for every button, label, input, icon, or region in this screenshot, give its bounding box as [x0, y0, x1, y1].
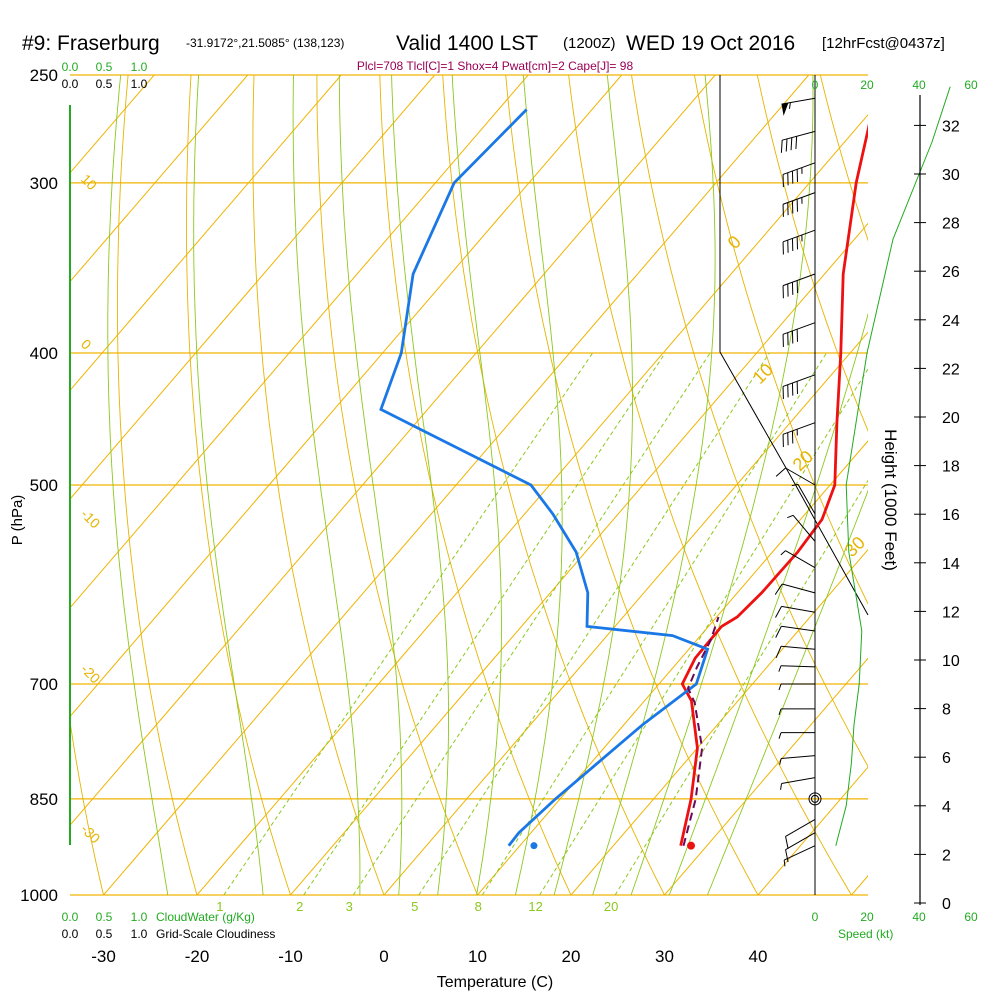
- pressure-tick-label: 250: [30, 66, 58, 85]
- temperature-tick-label: -20: [185, 947, 210, 966]
- speed-tick-top: 60: [964, 78, 978, 92]
- forecast-label: [12hrFcst@0437z]: [822, 35, 945, 52]
- mixing-ratio-label: 5: [411, 899, 418, 914]
- temperature-tick-label: 0: [379, 947, 388, 966]
- cloudiness-scale-bottom: 0.5: [96, 927, 113, 941]
- temperature-tick-label: 30: [655, 947, 674, 966]
- height-tick-label: 22: [942, 361, 960, 378]
- valid-time: Valid 1400 LST: [396, 32, 538, 55]
- sounding-indices: Plcl=708 Tlcl[C]=1 Shox=4 Pwat[cm]=2 Cap…: [357, 59, 634, 73]
- height-tick-label: 8: [942, 702, 951, 719]
- cloudiness-scale-top: 0.0: [62, 77, 79, 91]
- surface-temperature-dot: [687, 842, 695, 850]
- station-coords: -31.9172°,21.5085° (138,123): [186, 36, 344, 50]
- cloudwater-scale-top: 0.0: [62, 60, 79, 74]
- height-tick-label: 12: [942, 604, 960, 621]
- temperature-tick-label: -10: [278, 947, 303, 966]
- mixing-ratio-label: 20: [604, 899, 618, 914]
- height-tick-label: 30: [942, 167, 960, 184]
- mixing-ratio-label: 8: [475, 899, 482, 914]
- zulu-time: (1200Z): [563, 35, 616, 52]
- temperature-tick-label: 20: [562, 947, 581, 966]
- height-tick-label: 26: [942, 264, 960, 281]
- speed-axis-title: Speed (kt): [838, 927, 893, 941]
- mixing-ratio-label: 12: [528, 899, 542, 914]
- speed-tick-bottom: 40: [912, 910, 926, 924]
- speed-tick-bottom: 20: [860, 910, 874, 924]
- valid-date: WED 19 Oct 2016: [626, 32, 795, 55]
- mixing-ratio-label: 3: [346, 899, 353, 914]
- pressure-tick-label: 700: [30, 675, 58, 694]
- height-tick-label: 24: [942, 313, 960, 330]
- height-tick-label: 32: [942, 118, 960, 135]
- cloudwater-scale-bottom: 1.0: [131, 910, 148, 924]
- surface-dewpoint-dot: [530, 842, 537, 849]
- cloudwater-scale-bottom: 0.0: [62, 910, 79, 924]
- pressure-tick-label: 850: [30, 790, 58, 809]
- cloudwater-scale-bottom: 0.5: [96, 910, 113, 924]
- height-tick-label: 2: [942, 847, 951, 864]
- height-axis-title: Height (1000 Feet): [881, 429, 900, 571]
- speed-tick-bottom: 60: [964, 910, 978, 924]
- pressure-tick-label: 300: [30, 174, 58, 193]
- height-tick-label: 0: [942, 896, 951, 913]
- height-tick-label: 16: [942, 507, 960, 524]
- height-tick-label: 20: [942, 410, 960, 427]
- speed-tick-top: 0: [812, 78, 819, 92]
- isotherm-line: [852, 75, 1000, 895]
- cloudwater-scale-top: 0.5: [96, 60, 113, 74]
- temperature-tick-label: -30: [91, 947, 116, 966]
- y-axis-title: P (hPa): [9, 495, 26, 546]
- height-tick-label: 4: [942, 799, 951, 816]
- height-tick-label: 28: [942, 216, 960, 233]
- cloudiness-scale-top: 0.5: [96, 77, 113, 91]
- cloudiness-scale-top: 1.0: [131, 77, 148, 91]
- height-tick-label: 14: [942, 556, 960, 573]
- cloudwater-scale-top: 1.0: [131, 60, 148, 74]
- height-tick-label: 6: [942, 750, 951, 767]
- height-tick-label: 10: [942, 653, 960, 670]
- cloudwater-label: CloudWater (g/Kg): [156, 910, 255, 924]
- pressure-tick-label: 1000: [20, 886, 58, 905]
- temperature-tick-label: 10: [468, 947, 487, 966]
- cloudiness-scale-bottom: 1.0: [131, 927, 148, 941]
- pressure-tick-label: 400: [30, 344, 58, 363]
- pressure-tick-label: 500: [30, 476, 58, 495]
- speed-tick-bottom: 0: [812, 910, 819, 924]
- speed-tick-top: 20: [860, 78, 874, 92]
- speed-tick-top: 40: [912, 78, 926, 92]
- height-tick-label: 18: [942, 459, 960, 476]
- station-title: #9: Fraserburg: [22, 32, 160, 55]
- mixing-ratio-label: 2: [296, 899, 303, 914]
- x-axis-title: Temperature (C): [437, 974, 553, 991]
- temperature-tick-label: 40: [749, 947, 768, 966]
- cloudiness-scale-bottom: 0.0: [62, 927, 79, 941]
- cloudiness-label: Grid-Scale Cloudiness: [156, 927, 275, 941]
